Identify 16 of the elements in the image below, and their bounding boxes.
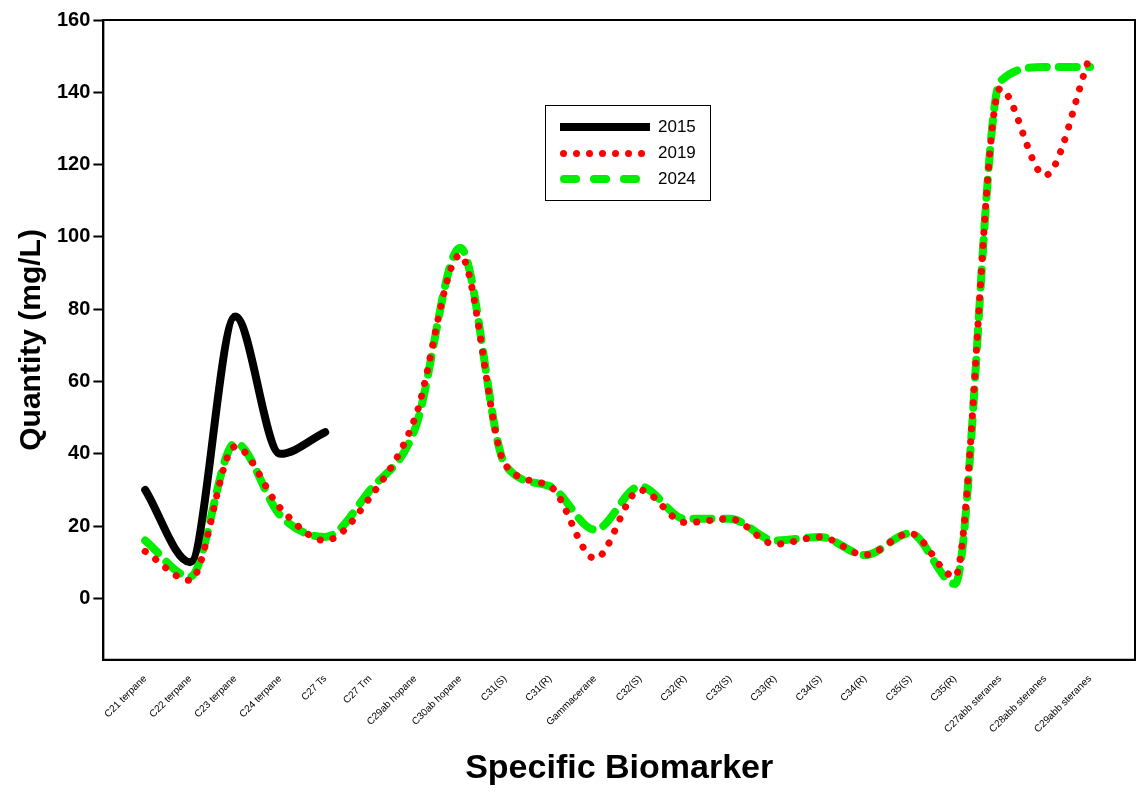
y-tick-label: 0 — [79, 585, 91, 608]
y-tick-label: 140 — [56, 79, 91, 102]
y-tick-label: 120 — [56, 152, 91, 175]
legend-label: 2024 — [658, 169, 696, 189]
x-axis-title: Specific Biomarker — [465, 746, 774, 785]
y-tick-label: 60 — [68, 369, 91, 392]
y-tick-label: 80 — [68, 296, 91, 319]
y-tick-label: 40 — [68, 441, 91, 464]
y-axis-title: Quantity (mg/L) — [13, 229, 47, 451]
y-tick-label: 20 — [68, 513, 91, 536]
x-tick-label: C27 Ts — [298, 672, 329, 703]
y-tick-label: 160 — [56, 7, 91, 30]
x-tick-label: C27 Tm — [340, 672, 374, 706]
y-tick-label: 100 — [56, 224, 91, 247]
legend-label: 2015 — [658, 117, 696, 137]
legend-label: 2019 — [658, 143, 696, 163]
